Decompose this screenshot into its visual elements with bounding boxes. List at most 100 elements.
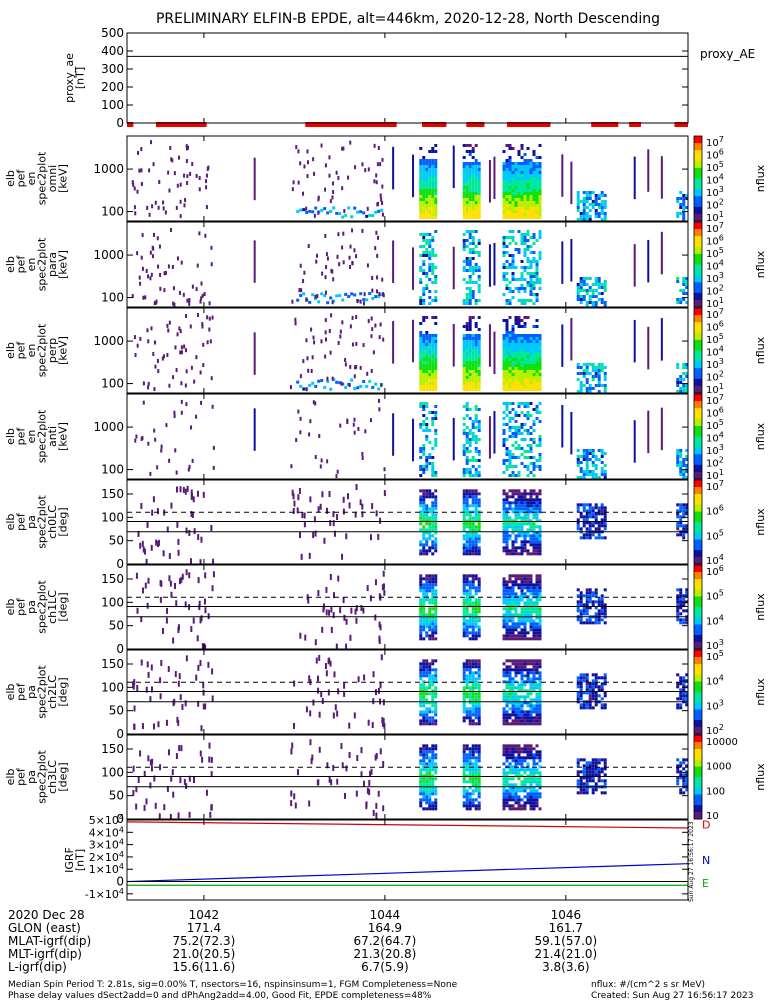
- spectrogram-cell: [505, 465, 509, 468]
- spectrogram-cell: [419, 281, 423, 284]
- spectrogram-cell: [588, 218, 592, 221]
- spectrogram-cell: [535, 361, 539, 364]
- spectrogram-cell: [517, 251, 521, 254]
- spectrogram-cell: [425, 275, 429, 278]
- spectrogram-cell: [179, 694, 182, 701]
- spectrogram-cell: [511, 528, 515, 532]
- spectrogram-cell: [517, 322, 521, 325]
- spectrogram-cell: [526, 516, 530, 520]
- spectrogram-cell: [535, 613, 539, 617]
- spectrogram-cell: [585, 292, 589, 295]
- spectrogram-cell: [419, 162, 423, 165]
- spectrogram-cell: [341, 382, 345, 386]
- spectrogram-cell: [532, 373, 536, 376]
- spectrogram-cell: [520, 165, 524, 168]
- spectrogram-cell: [514, 546, 518, 550]
- spectrogram-cell: [477, 408, 481, 411]
- spectrogram-cell: [538, 707, 542, 711]
- spectrogram-cell: [538, 236, 542, 239]
- spectrogram-cell: [474, 540, 478, 544]
- spectrogram-cell: [532, 408, 536, 411]
- spectrogram-cell: [594, 588, 598, 592]
- spectrogram-cell: [336, 710, 339, 717]
- spectrogram-cell: [679, 464, 683, 467]
- spectrogram-cell: [532, 388, 536, 391]
- spectrogram-cell: [523, 516, 527, 520]
- spectrogram-cell: [422, 423, 426, 426]
- spectrogram-cell: [594, 600, 598, 604]
- spectrogram-cell: [477, 453, 481, 456]
- spectrogram-cell: [520, 589, 524, 593]
- spectrogram-cell: [425, 183, 429, 186]
- spectrogram-cell: [462, 489, 466, 493]
- spectrogram-cell: [471, 744, 475, 748]
- spectrogram-cell: [422, 783, 426, 787]
- spectrogram-cell: [538, 420, 542, 423]
- spectrogram-cell: [471, 474, 475, 477]
- spectrogram-cell: [505, 549, 509, 553]
- spectrogram-cell: [383, 490, 386, 497]
- spectrogram-cell: [434, 349, 438, 352]
- spectrogram-cell: [535, 704, 539, 708]
- spectrogram-cell: [465, 334, 469, 337]
- spectrogram-cell: [468, 316, 472, 319]
- spectrogram-cell: [419, 580, 423, 584]
- spectrogram-cell: [477, 284, 481, 287]
- spectrogram-cell: [465, 198, 469, 201]
- spectrogram-cell: [508, 804, 512, 808]
- spectrogram-cell: [529, 510, 533, 514]
- spectrogram-cell: [514, 168, 518, 171]
- spectrogram-cell: [474, 322, 478, 325]
- spectrogram-cell: [419, 695, 423, 699]
- spectrogram-cell: [647, 326, 650, 370]
- spectrogram-cell: [529, 522, 533, 526]
- spectrogram-cell: [505, 266, 509, 269]
- spectrogram-cell: [468, 432, 472, 435]
- spectrogram-cell: [538, 189, 542, 192]
- spectrogram-cell: [471, 147, 475, 150]
- spectrogram-cell: [679, 470, 683, 473]
- spectrogram-cell: [579, 384, 583, 387]
- spectrogram-cell: [202, 689, 205, 696]
- spectrogram-cell: [597, 597, 601, 601]
- spectrogram-cell: [523, 543, 527, 547]
- spectrogram-cell: [465, 459, 469, 462]
- spectrogram-cell: [477, 786, 481, 790]
- spectrogram-cell: [477, 552, 481, 556]
- spectrogram-cell: [462, 432, 466, 435]
- spectrogram-cell: [462, 180, 466, 183]
- spectrogram-cell: [468, 168, 472, 171]
- spectrogram-cell: [633, 319, 636, 363]
- spectrogram-cell: [532, 552, 536, 556]
- spectrogram-cell: [585, 509, 589, 513]
- spectrogram-cell: [419, 177, 423, 180]
- spectrogram-cell: [514, 367, 518, 370]
- spectrogram-cell: [362, 298, 366, 302]
- spectrogram-cell: [579, 758, 583, 762]
- spectrogram-cell: [431, 580, 435, 584]
- spectrogram-cell: [471, 373, 475, 376]
- spectrogram-cell: [579, 779, 583, 783]
- spectrogram-cell: [535, 444, 539, 447]
- spectrogram-cell: [505, 322, 509, 325]
- spectrogram-cell: [339, 329, 342, 334]
- spectrogram-cell: [591, 191, 595, 194]
- spectrogram-cell: [431, 574, 435, 578]
- spectrogram-cell: [508, 722, 512, 726]
- spectrogram-cell: [585, 464, 589, 467]
- spectrogram-cell: [508, 420, 512, 423]
- spectrogram-cell: [597, 618, 601, 622]
- spectrogram-cell: [526, 662, 530, 666]
- spectrogram-cell: [468, 325, 472, 328]
- spectrogram-cell: [151, 254, 154, 259]
- spectrogram-cell: [465, 355, 469, 358]
- spectrogram-cell: [538, 168, 542, 171]
- spectrogram-cell: [529, 355, 533, 358]
- spectrogram-cell: [468, 382, 472, 385]
- spectrogram-cell: [468, 792, 472, 796]
- spectrogram-cell: [517, 531, 521, 535]
- spectrogram-cell: [597, 612, 601, 616]
- spectrogram-cell: [431, 355, 435, 358]
- spectrogram-cell: [425, 504, 429, 508]
- spectrogram-cell: [305, 338, 308, 343]
